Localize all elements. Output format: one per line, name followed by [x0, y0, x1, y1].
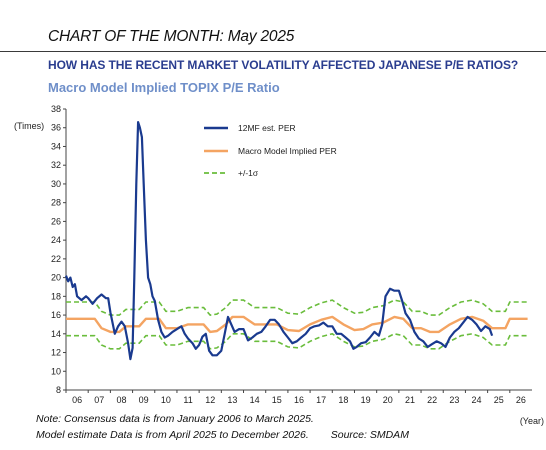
y-tick-label: 10: [51, 366, 61, 376]
y-tick-label: 12: [51, 348, 61, 358]
x-tick-label: 16: [294, 395, 304, 405]
y-tick-label: 26: [51, 216, 61, 226]
y-tick-label: 16: [51, 310, 61, 320]
x-tick-label: 17: [316, 395, 326, 405]
x-tick-label: 09: [139, 395, 149, 405]
y-tick-label: 34: [51, 141, 61, 151]
y-tick-label: 30: [51, 179, 61, 189]
y-tick-label: 14: [51, 329, 61, 339]
question-heading: HOW HAS THE RECENT MARKET VOLATILITY AFF…: [48, 58, 519, 72]
x-tick-label: 12: [205, 395, 215, 405]
x-tick-label: 14: [250, 395, 260, 405]
x-tick-label: 23: [449, 395, 459, 405]
x-tick-label: 21: [405, 395, 415, 405]
x-tick-label: 10: [161, 395, 171, 405]
x-tick-label: 06: [72, 395, 82, 405]
x-tick-label: 25: [494, 395, 504, 405]
y-tick-label: 36: [51, 123, 61, 133]
legend-label: +/-1σ: [238, 168, 259, 178]
x-tick-label: 24: [472, 395, 482, 405]
x-tick-label: 19: [361, 395, 371, 405]
x-tick-label: 18: [338, 395, 348, 405]
source-label: Source: SMDAM: [330, 429, 409, 441]
x-tick-label: 07: [94, 395, 104, 405]
header-divider: [0, 51, 546, 52]
y-tick-label: 28: [51, 198, 61, 208]
y-tick-label: 24: [51, 235, 61, 245]
note-consensus: Note: Consensus data is from January 200…: [36, 413, 314, 425]
legend-label: 12MF est. PER: [238, 123, 296, 133]
x-tick-label: 08: [116, 395, 126, 405]
y-tick-label: 32: [51, 160, 61, 170]
y-axis-unit-label: (Times): [14, 121, 44, 131]
legend-label: Macro Model Implied PER: [238, 146, 337, 156]
macro-model-per-line: [66, 315, 528, 334]
note-line-2: Model estimate Data is from April 2025 t…: [36, 429, 309, 441]
y-tick-label: 20: [51, 273, 61, 283]
note-model: Model estimate Data is from April 2025 t…: [36, 429, 409, 441]
y-tick-label: 18: [51, 291, 61, 301]
x-tick-label: 26: [516, 395, 526, 405]
x-tick-label: 22: [427, 395, 437, 405]
x-tick-label: 11: [183, 395, 192, 405]
x-tick-label: 13: [227, 395, 237, 405]
y-tick-label: 22: [51, 254, 61, 264]
y-tick-label: 8: [56, 385, 61, 395]
x-axis-unit-label: (Year): [520, 416, 544, 426]
est-per-line: [64, 120, 494, 361]
x-tick-label: 15: [272, 395, 282, 405]
chart-of-month-title: CHART OF THE MONTH: May 2025: [48, 28, 295, 45]
chart-subtitle: Macro Model Implied TOPIX P/E Ratio: [48, 80, 280, 95]
y-tick-label: 38: [51, 104, 61, 114]
x-tick-label: 20: [383, 395, 393, 405]
plus-1-sigma-line: [66, 299, 528, 316]
note-line-1: Note: Consensus data is from January 200…: [36, 413, 314, 425]
